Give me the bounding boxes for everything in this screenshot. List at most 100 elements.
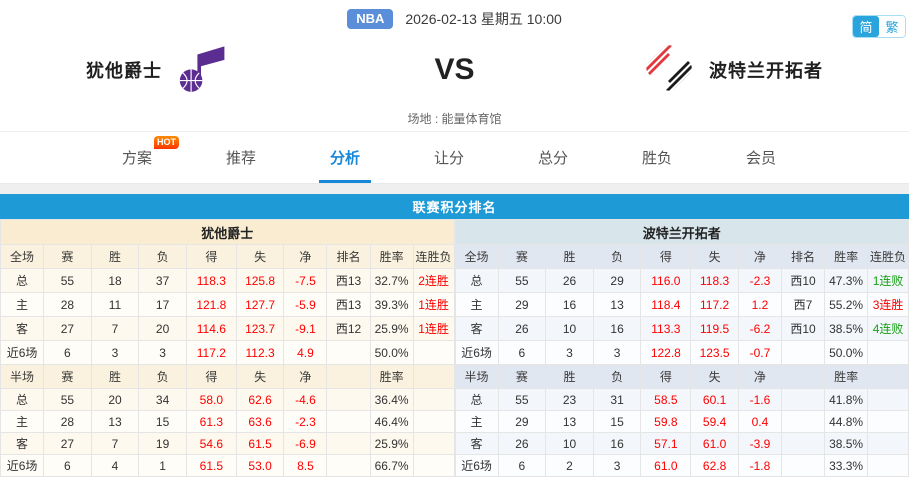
stat-cell (780, 454, 826, 477)
stat-cell: 7 (90, 432, 140, 455)
stat-cell (326, 432, 371, 455)
home-team-name: 犹他爵士 (86, 61, 162, 81)
stat-cell: 29 (497, 410, 547, 433)
column-header-cell: 失 (690, 364, 739, 389)
stat-cell: -4.6 (283, 388, 328, 411)
stat-cell: 54.6 (185, 432, 237, 455)
column-header-cell: 得 (185, 244, 237, 269)
tab-analysis[interactable]: 分析 (319, 132, 371, 183)
team-header-row: 犹他爵士 (0, 219, 455, 245)
stat-cell: 62.6 (235, 388, 285, 411)
simplified-chinese-button[interactable]: 简 (853, 16, 879, 37)
stat-cell: 8.5 (283, 454, 328, 477)
stat-cell: 63.6 (235, 410, 285, 433)
table-row: 主 28 13 15 61.3 63.6 -2.3 46.4% (0, 410, 455, 433)
tab-win-lose[interactable]: 胜负 (638, 132, 676, 183)
hot-badge: HOT (154, 136, 179, 149)
tab-recommend[interactable]: 推荐 (222, 132, 260, 183)
stat-cell: 125.8 (235, 268, 285, 293)
stat-cell: 123.5 (690, 340, 739, 365)
stat-cell (780, 388, 826, 411)
stat-cell: 55.2% (824, 292, 869, 317)
stat-cell: 118.3 (690, 268, 739, 293)
table-row: 总 55 18 37 118.3 125.8 -7.5 西13 32.7% 2连胜 (0, 268, 455, 293)
stat-cell (780, 340, 826, 365)
column-header-cell: 赛 (43, 244, 92, 269)
stat-cell: 58.5 (640, 388, 692, 411)
tab-label: 让分 (433, 150, 464, 167)
stat-cell: 53.0 (235, 454, 285, 477)
stat-cell (867, 454, 909, 477)
stat-cell: -7.5 (283, 268, 328, 293)
table-row: 总 55 26 29 116.0 118.3 -2.3 西10 47.3% 1连败 (454, 268, 909, 293)
stat-cell: 32.7% (369, 268, 414, 293)
stat-cell: 2 (545, 454, 594, 477)
stat-cell: -3.9 (737, 432, 782, 455)
stat-cell: 28 (43, 292, 92, 317)
stat-cell: 总 (0, 268, 45, 293)
column-header-cell: 胜率 (824, 364, 869, 389)
stat-cell: 36.4% (369, 388, 414, 411)
stat-cell: 3 (592, 340, 642, 365)
stat-cell: 127.7 (235, 292, 285, 317)
away-team-stats-panel: 波特兰开拓者 全场赛胜负得失净排名 胜率 连胜负总 55 26 29 116.0 118.3 -2… (454, 219, 909, 477)
divider-band (0, 184, 909, 194)
column-header-cell: 半场 (454, 364, 499, 389)
stat-cell: 主 (454, 410, 499, 433)
tab-plan[interactable]: 方案 HOT (118, 132, 179, 183)
team-header-row: 波特兰开拓者 (454, 219, 909, 245)
tab-member[interactable]: 会员 (742, 132, 780, 183)
stat-cell: 近6场 (0, 454, 45, 477)
stat-cell: 118.3 (185, 268, 237, 293)
stat-cell: 60.1 (690, 388, 739, 411)
column-header-cell: 连胜负 (412, 244, 455, 269)
stat-cell: 1连败 (867, 268, 909, 293)
table-row: 近6场 6 4 1 61.5 53.0 8.5 66.7% (0, 454, 455, 477)
stat-cell: 61.0 (640, 454, 692, 477)
stat-cell: 55 (497, 388, 547, 411)
stat-cell: 55 (43, 388, 92, 411)
column-header-cell: 胜率 (824, 244, 869, 269)
stat-cell: 1.2 (737, 292, 782, 317)
traditional-chinese-button[interactable]: 繁 (879, 16, 905, 37)
tab-label: 胜负 (641, 150, 672, 167)
stat-cell: 西13 (326, 292, 371, 317)
stat-cell: 6 (497, 340, 547, 365)
stat-cell: 10 (545, 432, 594, 455)
tab-label: 推荐 (225, 150, 256, 167)
stat-cell: -1.6 (737, 388, 782, 411)
stat-cell: 29 (592, 268, 642, 293)
stat-cell (412, 410, 455, 433)
match-datetime: 2026-02-13 星期五 10:00 (405, 11, 562, 27)
stat-cell: 6 (43, 340, 92, 365)
tab-handicap[interactable]: 让分 (430, 132, 468, 183)
stat-cell (780, 410, 826, 433)
stat-cell: 25.9% (369, 316, 414, 341)
stat-cell: 57.1 (640, 432, 692, 455)
tab-total-points[interactable]: 总分 (534, 132, 572, 183)
column-header-cell: 赛 (497, 244, 547, 269)
stat-cell: 118.4 (640, 292, 692, 317)
stat-cell: 13 (90, 410, 140, 433)
stat-cell: -2.3 (737, 268, 782, 293)
table-row: 客 26 10 16 113.3 119.5 -6.2 西10 38.5% 4连败 (454, 316, 909, 341)
nav-tabbar: 方案 HOT 推荐 分析 让分 总分 胜负 会员 (0, 131, 909, 184)
table-row: 客 26 10 16 57.1 61.0 -3.9 38.5% (454, 432, 909, 455)
stat-cell: 20 (90, 388, 140, 411)
stat-cell (780, 432, 826, 455)
top-bar: NBA 2026-02-13 星期五 10:00 简 繁 (0, 0, 909, 38)
column-header-cell: 全场 (0, 244, 45, 269)
stat-cell: 31 (592, 388, 642, 411)
stat-cell: 总 (454, 388, 499, 411)
stat-cell: 近6场 (0, 340, 45, 365)
stat-cell: 26 (497, 432, 547, 455)
stat-cell: -0.7 (737, 340, 782, 365)
column-header-cell: 胜 (90, 364, 140, 389)
column-header-cell: 连胜负 (867, 244, 909, 269)
stat-cell: 4 (90, 454, 140, 477)
stat-cell: 62.8 (690, 454, 739, 477)
stat-cell (412, 432, 455, 455)
column-header-cell: 胜 (545, 244, 594, 269)
table-row: 全场赛胜负得失净排名 胜率 连胜负 (0, 244, 455, 269)
column-header-cell: 得 (640, 364, 692, 389)
